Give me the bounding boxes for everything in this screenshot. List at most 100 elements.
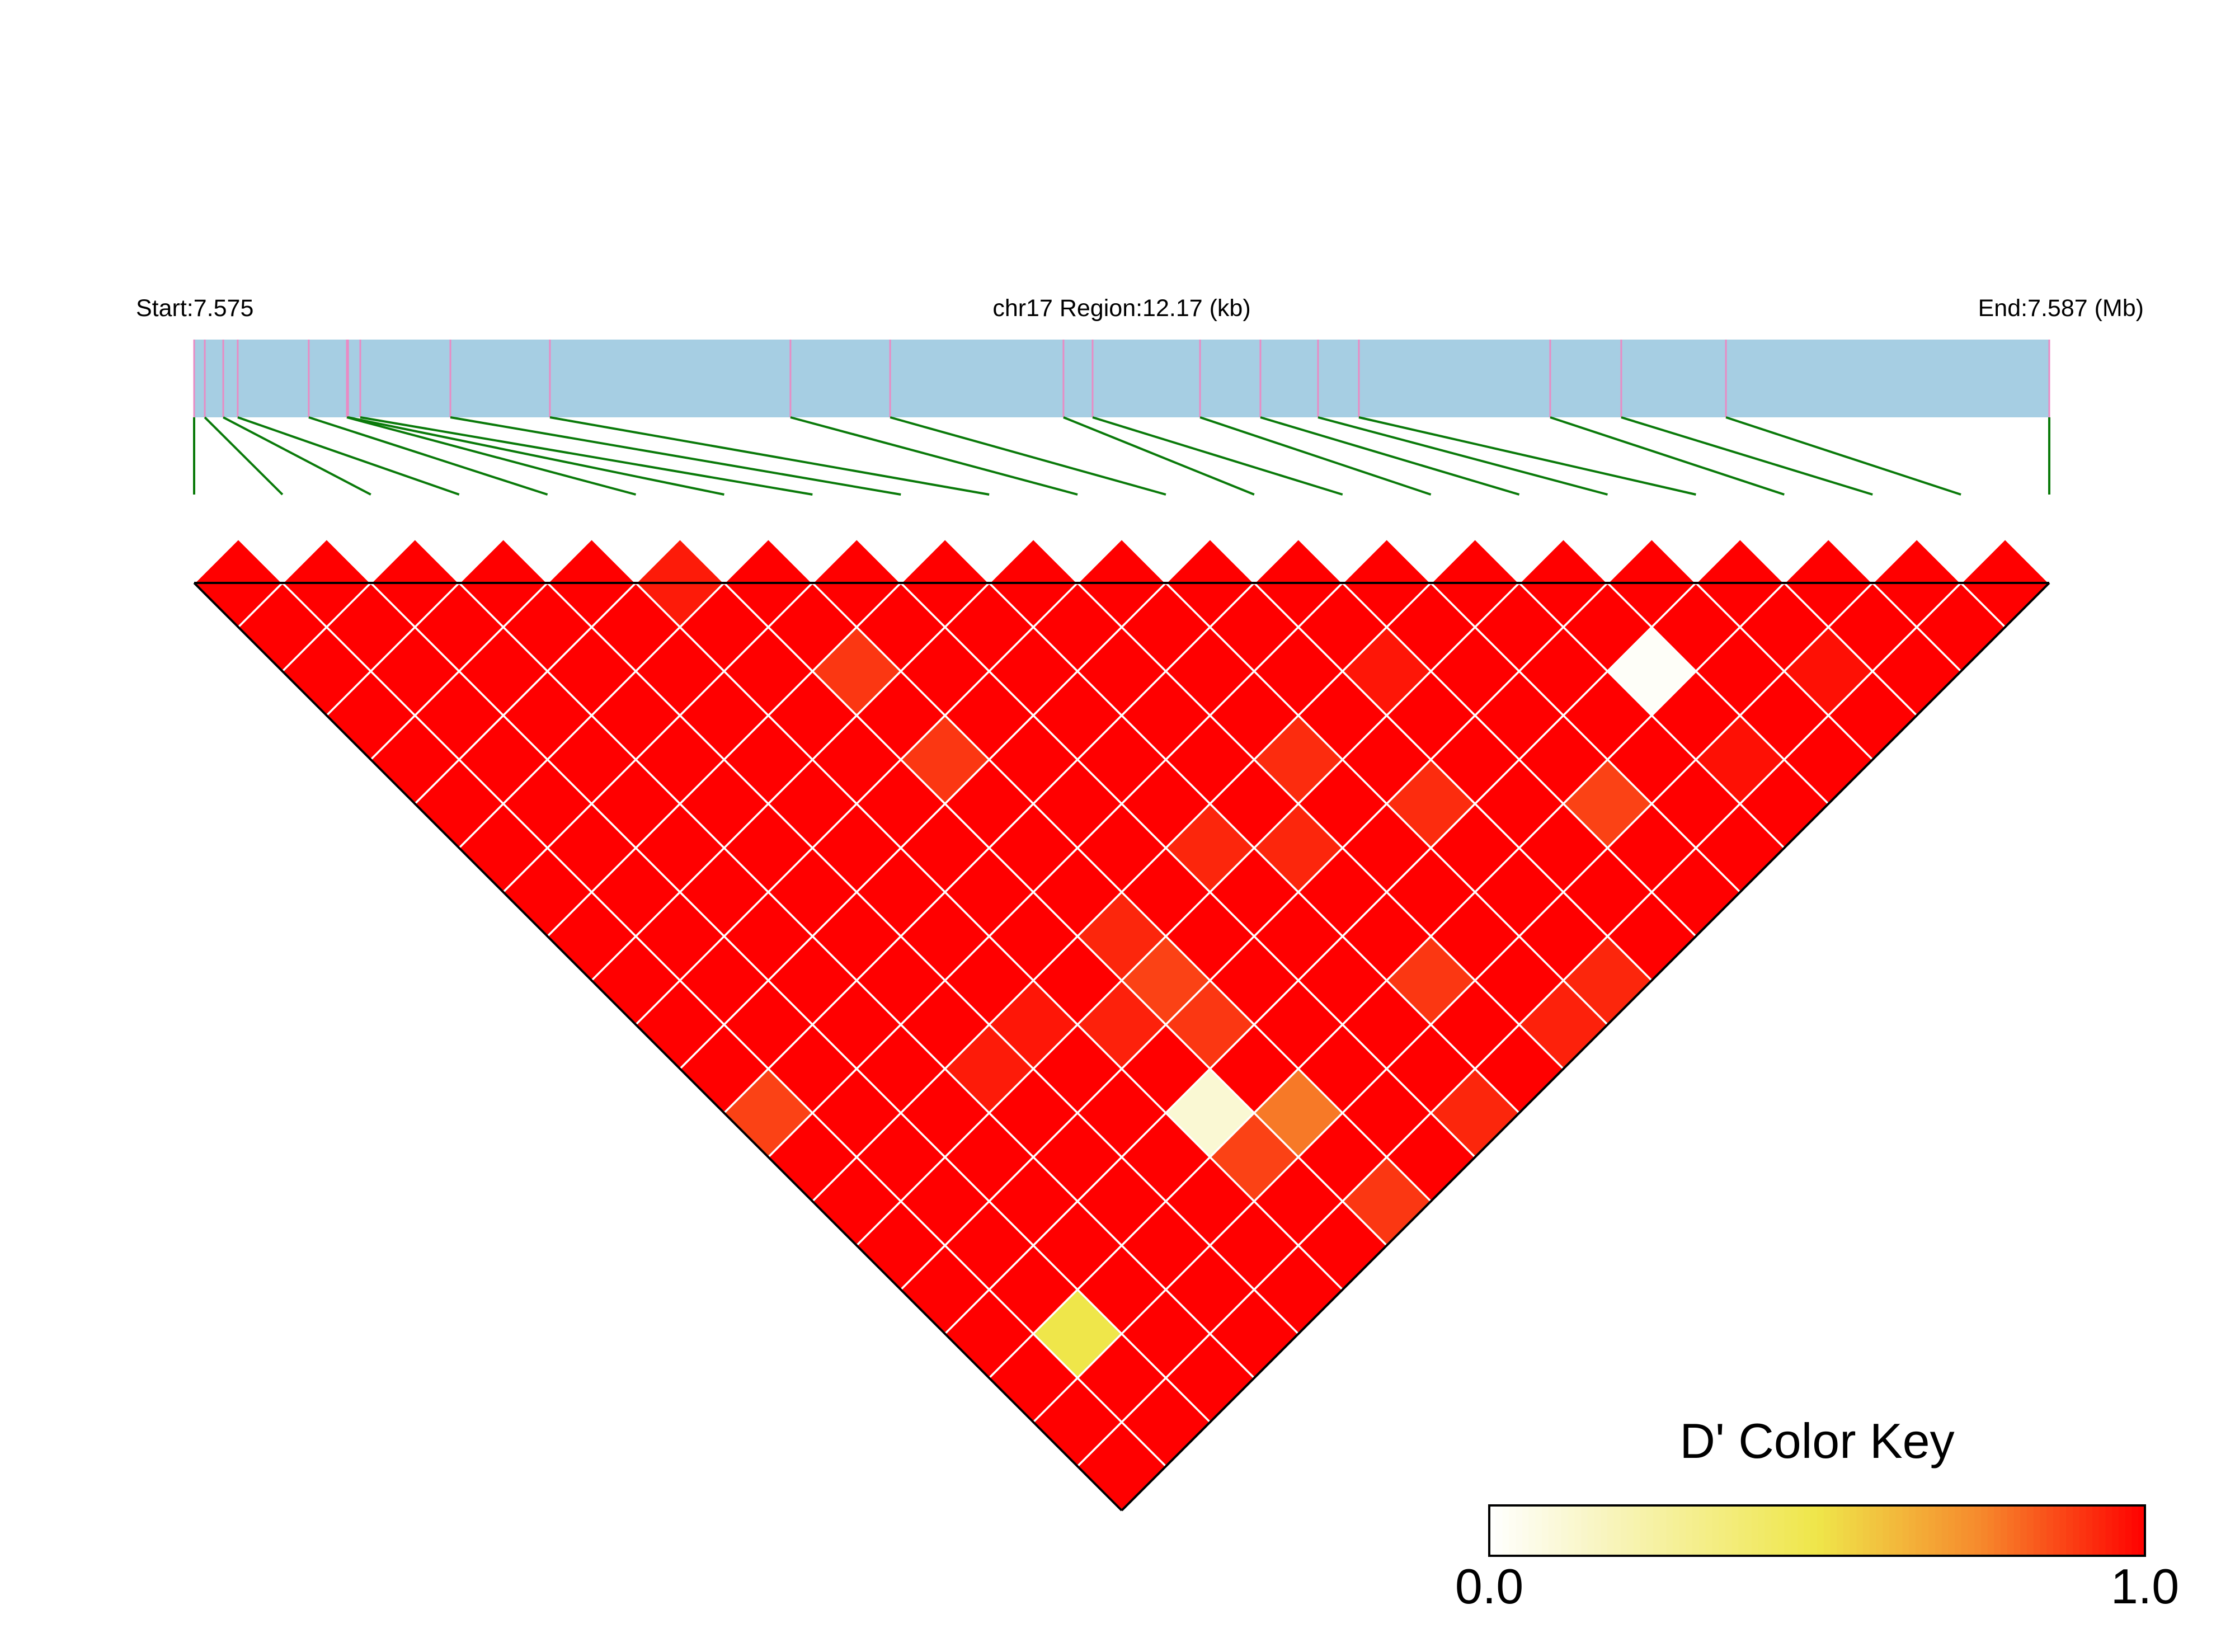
color-key-bin [1659, 1505, 1667, 1556]
snp-connector [347, 416, 724, 496]
snp-connector [1358, 416, 1696, 496]
snp-connector [204, 416, 284, 496]
color-key-bin [1935, 1505, 1942, 1556]
snp-connector [237, 416, 460, 496]
region-label: chr17 Region:12.17 (kb) [992, 295, 1250, 322]
color-key-bin [1941, 1505, 1949, 1556]
color-key-bin [1922, 1505, 1929, 1556]
color-key-max-label: 1.0 [2111, 1559, 2179, 1614]
start-label: Start:7.575 [136, 295, 253, 322]
color-key-bin [2007, 1505, 2015, 1556]
color-key-bin [1686, 1505, 1693, 1556]
color-key-bin [1915, 1505, 1923, 1556]
color-key-bin [1495, 1505, 1503, 1556]
color-key-bin [1955, 1505, 1962, 1556]
color-key-bin [1627, 1505, 1634, 1556]
color-key-bin [2001, 1505, 2008, 1556]
color-key-bin [1601, 1505, 1608, 1556]
color-key-bin [1594, 1505, 1601, 1556]
snp-connector [360, 416, 813, 496]
color-key-bin [2119, 1505, 2126, 1556]
color-key-bin [2086, 1505, 2093, 1556]
color-key-bin [1745, 1505, 1752, 1556]
color-key-bin [1561, 1505, 1569, 1556]
end-label: End:7.587 (Mb) [1978, 295, 2144, 322]
color-key-bin [1705, 1505, 1713, 1556]
snp-connector [1199, 416, 1432, 496]
color-key-bin [1889, 1505, 1897, 1556]
color-key-bin [1528, 1505, 1536, 1556]
snp-connector [223, 416, 371, 496]
color-key-bin [2105, 1505, 2112, 1556]
color-key-bin [1765, 1505, 1772, 1556]
color-key-bin [1607, 1505, 1615, 1556]
snp-connector [1092, 416, 1343, 496]
color-key-bin [1587, 1505, 1595, 1556]
snp-connector [346, 416, 637, 496]
color-key-bin [1679, 1505, 1687, 1556]
color-key-bin [2053, 1505, 2060, 1556]
color-key-bin [1555, 1505, 1562, 1556]
color-key-bin [2046, 1505, 2054, 1556]
snp-connector [1318, 416, 1608, 496]
color-key-bin [1987, 1505, 1995, 1556]
color-key-bin [2027, 1505, 2034, 1556]
color-key: D' Color Key 0.0 1.0 [1455, 1413, 2179, 1614]
color-key-bin [1509, 1505, 1516, 1556]
color-key-bin [1646, 1505, 1654, 1556]
color-key-bin [1699, 1505, 1706, 1556]
color-key-bin [1948, 1505, 1955, 1556]
color-key-bar [1488, 1504, 2146, 1557]
color-key-bin [1961, 1505, 1969, 1556]
color-key-bin [2125, 1505, 2133, 1556]
snp-connector [790, 416, 1078, 496]
snp-connector [1063, 416, 1255, 496]
color-key-bin [1725, 1505, 1733, 1556]
color-key-bin [1581, 1505, 1588, 1556]
color-key-bin [2112, 1505, 2119, 1556]
color-key-bin [2059, 1505, 2067, 1556]
triangle-left-edge [193, 582, 1123, 1512]
color-key-bin [1843, 1505, 1851, 1556]
triangle-right-edge [1121, 582, 2050, 1512]
color-key-bin [1574, 1505, 1582, 1556]
color-key-bin [1817, 1505, 1824, 1556]
color-key-bin [1804, 1505, 1811, 1556]
color-key-bin [2013, 1505, 2021, 1556]
color-key-bin [1666, 1505, 1673, 1556]
color-key-bin [2033, 1505, 2041, 1556]
color-key-bin [1876, 1505, 1883, 1556]
color-key-bin [1535, 1505, 1542, 1556]
color-key-bin [1731, 1505, 1739, 1556]
color-key-bin [1515, 1505, 1523, 1556]
color-key-bin [1883, 1505, 1890, 1556]
snp-connector-lines [193, 416, 2050, 496]
snp-connector [549, 416, 990, 496]
color-key-bin [1653, 1505, 1660, 1556]
color-key-bin [1863, 1505, 1870, 1556]
color-key-bin [1692, 1505, 1700, 1556]
color-key-bin [1856, 1505, 1864, 1556]
color-key-bin [1791, 1505, 1798, 1556]
color-key-bin [1613, 1505, 1621, 1556]
color-key-bin [1620, 1505, 1627, 1556]
color-key-bin [1771, 1505, 1778, 1556]
color-key-bin [1673, 1505, 1680, 1556]
snp-connector [450, 416, 901, 496]
color-key-bin [2098, 1505, 2106, 1556]
color-key-bin [1974, 1505, 1982, 1556]
color-key-bin [1797, 1505, 1805, 1556]
color-key-bin [1633, 1505, 1641, 1556]
color-key-bin [1968, 1505, 1975, 1556]
color-key-bin [2066, 1505, 2073, 1556]
color-key-bin [2092, 1505, 2100, 1556]
color-key-bin [1719, 1505, 1726, 1556]
color-key-bin [1837, 1505, 1844, 1556]
snp-connector [308, 416, 548, 496]
snp-connector [890, 416, 1166, 496]
color-key-bin [1751, 1505, 1759, 1556]
ld-cells [192, 537, 2051, 1512]
triangle-outline [193, 582, 2050, 1512]
snp-connector [1621, 416, 1873, 496]
